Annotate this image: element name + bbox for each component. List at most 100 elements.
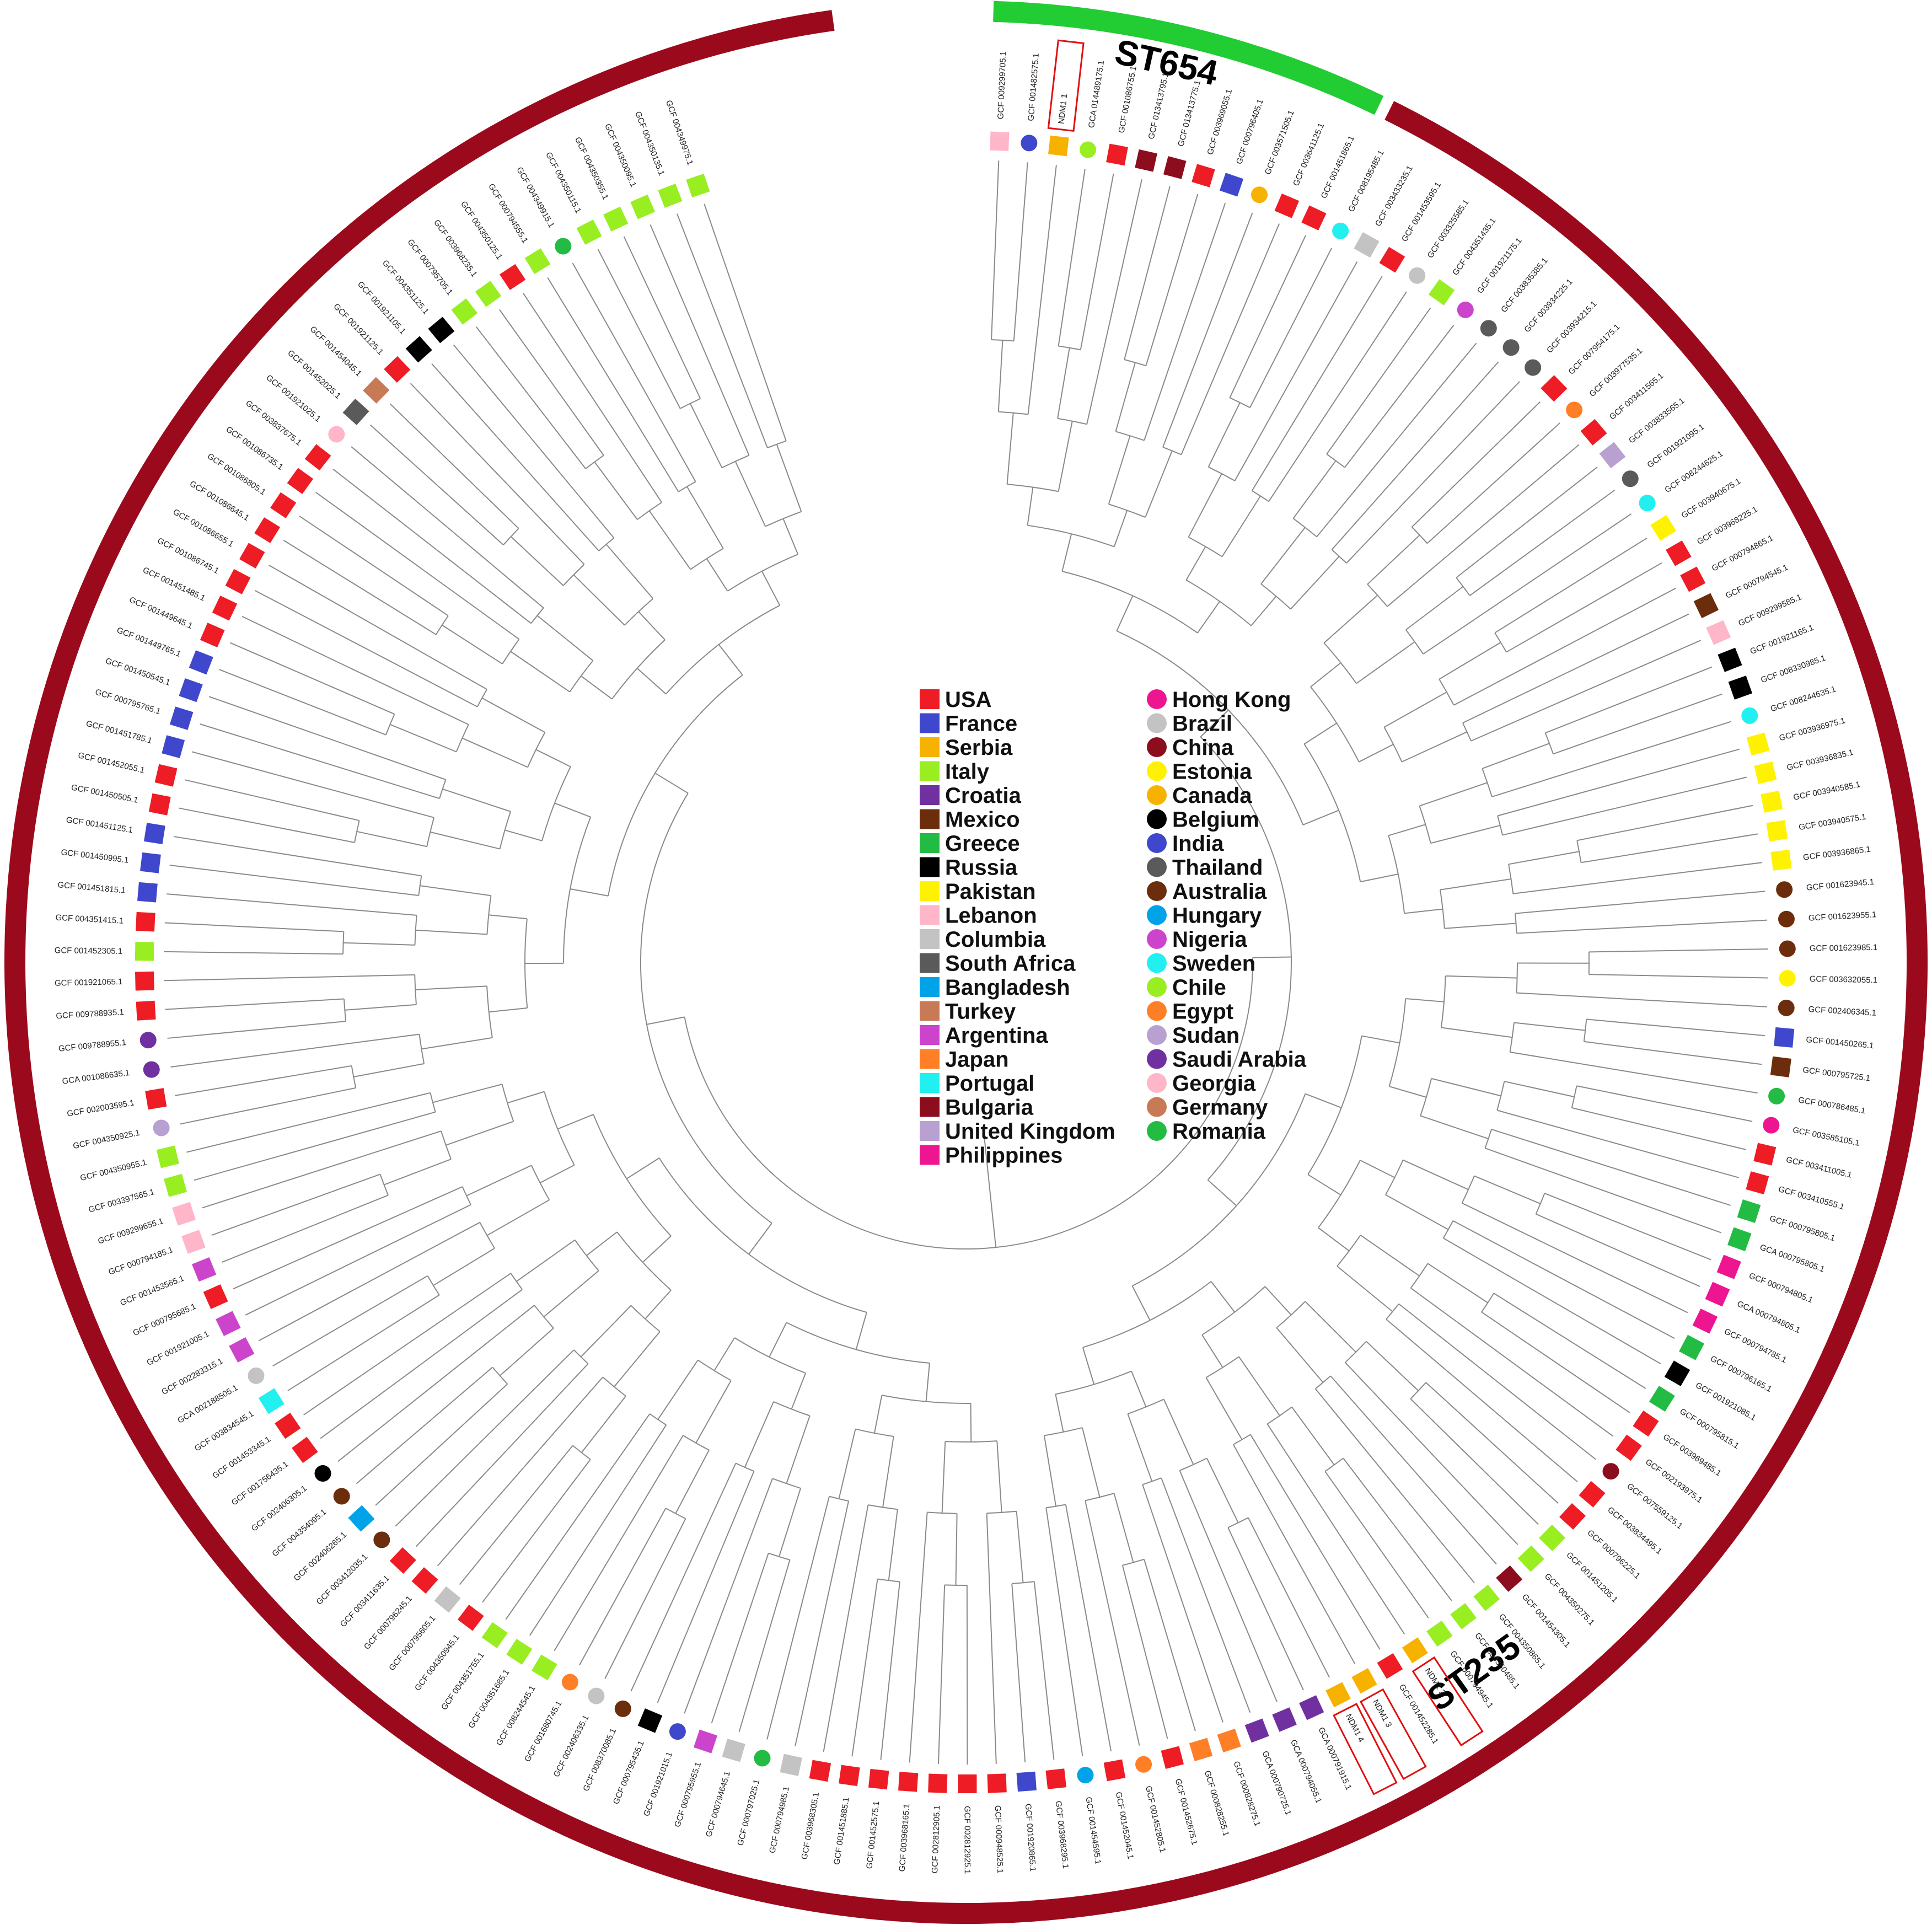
tip-3: GCA 014489175.1 bbox=[1080, 60, 1106, 158]
tip-marker-square bbox=[1728, 675, 1753, 700]
branch-439 bbox=[389, 403, 519, 529]
tip-marker-square bbox=[1718, 647, 1742, 672]
branch-30 bbox=[1229, 235, 1306, 398]
tip-45: GCF 001450265.1 bbox=[1774, 1027, 1874, 1050]
branch-257 bbox=[927, 1511, 957, 1514]
branch-232 bbox=[1043, 1435, 1057, 1506]
branch-219 bbox=[1163, 1399, 1194, 1465]
branch-117 bbox=[1303, 722, 1337, 745]
branch-319 bbox=[356, 1366, 493, 1484]
tip-label: GCF 002812905.1 bbox=[930, 1805, 942, 1874]
tip-marker-square bbox=[1633, 1410, 1659, 1437]
branch-72 bbox=[1323, 594, 1378, 644]
tip-marker-square bbox=[162, 735, 185, 759]
tip-marker-square bbox=[179, 678, 203, 703]
tip-marker-square bbox=[1377, 1653, 1403, 1679]
legend-swatch-circle bbox=[1147, 1025, 1167, 1045]
legend-label: France bbox=[945, 712, 1017, 736]
tip-marker-square bbox=[203, 1284, 228, 1310]
tip-marker-circle bbox=[1332, 222, 1349, 239]
branch-483 bbox=[570, 888, 609, 897]
tip-80: GCF 001452805.1 bbox=[1135, 1756, 1167, 1853]
tip-label: GCF 001451785.1 bbox=[85, 719, 153, 746]
branch-148 bbox=[1420, 1115, 1489, 1140]
branch-171 bbox=[1398, 1303, 1596, 1460]
legend-item-australia: Australia bbox=[1147, 880, 1267, 904]
branch-196 bbox=[1324, 1471, 1429, 1618]
tip-label: GCF 003968235.1 bbox=[432, 218, 479, 278]
tip-marker-square bbox=[191, 1257, 217, 1282]
tip-label: GCF 001453565.1 bbox=[119, 1274, 186, 1308]
branch-120 bbox=[1116, 596, 1134, 631]
branch-379 bbox=[415, 985, 487, 990]
tip-61: GCF 007559125.1 bbox=[1602, 1463, 1684, 1531]
branch-398 bbox=[354, 820, 360, 843]
branch-468 bbox=[689, 403, 723, 468]
tip-label: GCF 000796165.1 bbox=[1709, 1354, 1773, 1394]
branch-415 bbox=[269, 565, 487, 690]
legend-label: Croatia bbox=[945, 784, 1022, 808]
tip-155: GCF 000795705.1 bbox=[405, 238, 478, 325]
tip-marker-square bbox=[275, 1413, 301, 1439]
branch-146 bbox=[1484, 1129, 1492, 1149]
tip-marker-square bbox=[1217, 1728, 1241, 1753]
branch-446 bbox=[598, 537, 614, 551]
branch-21 bbox=[1162, 212, 1253, 448]
branch-340 bbox=[233, 1186, 463, 1290]
tip-marker-square bbox=[216, 1311, 241, 1336]
tip-19: GCF 003934225.1 bbox=[1502, 277, 1575, 356]
branch-412 bbox=[242, 615, 469, 725]
tip-label: GCF 003940675.1 bbox=[1679, 476, 1742, 521]
branch-192 bbox=[1305, 1301, 1356, 1353]
branch-294 bbox=[529, 1424, 667, 1636]
tip-20: GCF 003934215.1 bbox=[1525, 299, 1598, 376]
branch-366 bbox=[180, 1087, 356, 1125]
branch-202 bbox=[1232, 1444, 1356, 1665]
tip-label: GCF 002003595.1 bbox=[66, 1098, 135, 1118]
tip-marker-square bbox=[428, 317, 455, 344]
branch-381 bbox=[164, 951, 344, 955]
legend-label: Russia bbox=[945, 856, 1018, 880]
branch-273 bbox=[970, 1403, 972, 1442]
branch-181 bbox=[1307, 1174, 1341, 1195]
branch-22 bbox=[1180, 223, 1280, 455]
tip-label: GCF 000795435.1 bbox=[611, 1739, 646, 1805]
tip-marker-circle bbox=[143, 1061, 160, 1078]
branch-271 bbox=[838, 1429, 856, 1499]
tip-50: GCF 003410555.1 bbox=[1746, 1171, 1845, 1212]
tip-marker-square bbox=[229, 1337, 255, 1363]
tip-label: GCF 004351685.1 bbox=[466, 1668, 511, 1730]
branch-245 bbox=[1200, 736, 1292, 1181]
tip-marker-square bbox=[363, 377, 390, 404]
tip-marker-square bbox=[524, 248, 551, 275]
branch-438 bbox=[369, 424, 504, 545]
branch-309 bbox=[581, 1396, 626, 1453]
tip-label: GCF 003571505.1 bbox=[1263, 109, 1296, 176]
branch-39 bbox=[1188, 473, 1222, 538]
legend-item-india: India bbox=[1147, 832, 1224, 856]
legend-item-france: France bbox=[920, 712, 1017, 736]
tip-marker-square bbox=[1539, 1524, 1566, 1552]
branch-77 bbox=[1494, 632, 1507, 653]
tip-88: GCF 003968165.1 bbox=[898, 1772, 919, 1872]
branch-430 bbox=[315, 491, 520, 640]
branch-144 bbox=[1491, 1129, 1731, 1206]
branch-60 bbox=[1411, 401, 1541, 528]
legend-label: Bulgaria bbox=[945, 1096, 1034, 1120]
legend-label: Japan bbox=[945, 1048, 1009, 1072]
tip-marker-square bbox=[348, 1505, 375, 1532]
branch-210 bbox=[1247, 1517, 1330, 1678]
tip-marker-square bbox=[1649, 1386, 1675, 1412]
branch-243 bbox=[1200, 710, 1229, 737]
branch-145 bbox=[1485, 1148, 1722, 1234]
tip-label: GCF 000795725.1 bbox=[1802, 1065, 1871, 1084]
branch-367 bbox=[175, 1065, 352, 1096]
tip-label: GCF 008244625.1 bbox=[1663, 449, 1725, 495]
tip-marker-square bbox=[1299, 1695, 1324, 1720]
branch-47 bbox=[1292, 518, 1317, 538]
clade-arc-st654 bbox=[993, 1, 1384, 115]
branch-70 bbox=[1423, 513, 1632, 655]
tip-label: GCF 004349915.1 bbox=[514, 165, 556, 229]
tip-marker-square bbox=[693, 1729, 718, 1754]
branch-13 bbox=[1058, 421, 1073, 492]
